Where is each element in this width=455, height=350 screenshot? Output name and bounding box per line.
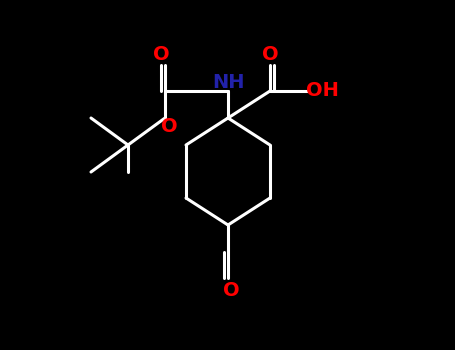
Text: OH: OH bbox=[306, 82, 339, 100]
Text: O: O bbox=[262, 46, 278, 64]
Text: NH: NH bbox=[212, 74, 244, 92]
Text: O: O bbox=[161, 117, 177, 135]
Text: O: O bbox=[153, 46, 169, 64]
Text: O: O bbox=[222, 280, 239, 300]
